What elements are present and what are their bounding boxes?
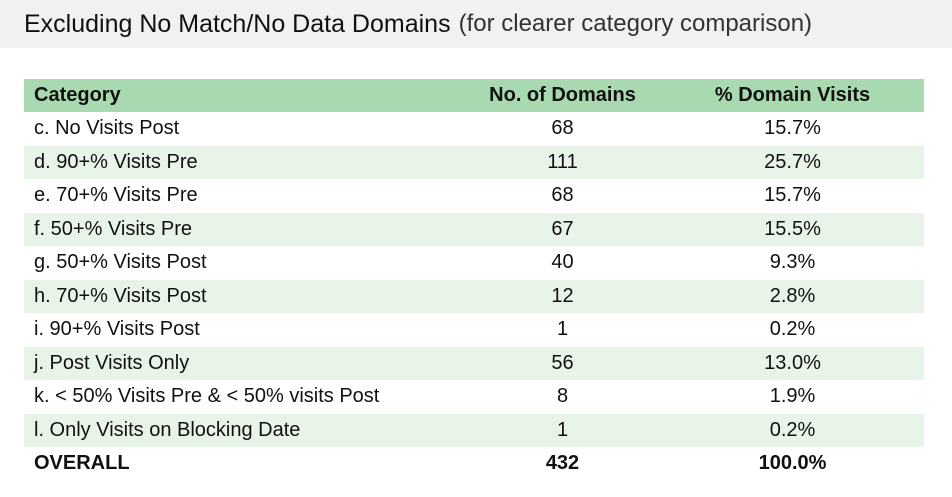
cell-category: l. Only Visits on Blocking Date — [34, 418, 301, 441]
cell-visits-percent: 0.2% — [769, 318, 816, 341]
table-row: e. 70+% Visits Pre 68 15.7% — [24, 179, 924, 213]
table-header-row: Category No. of Domains % Domain Visits — [24, 79, 924, 112]
header-category: Category — [34, 84, 121, 106]
cell-visits-percent: 0.2% — [769, 418, 816, 441]
cell-category: g. 50+% Visits Post — [34, 251, 207, 274]
cell-domain-count: 68 — [551, 117, 574, 140]
category-table: Category No. of Domains % Domain Visits … — [24, 79, 924, 481]
cell-visits-percent: 25.7% — [764, 150, 821, 173]
cell-category: e. 70+% Visits Pre — [34, 184, 198, 207]
page-title: Excluding No Match/No Data Domains — [24, 9, 451, 38]
cell-domain-count: 1 — [556, 318, 569, 341]
title-bar: Excluding No Match/No Data Domains (for … — [0, 0, 952, 48]
total-visits-percent: 100.0% — [758, 452, 827, 475]
cell-category: i. 90+% Visits Post — [34, 318, 200, 341]
cell-visits-percent: 9.3% — [769, 251, 816, 274]
table-row: l. Only Visits on Blocking Date 1 0.2% — [24, 413, 924, 447]
cell-category: d. 90+% Visits Pre — [34, 150, 198, 173]
cell-visits-percent: 15.5% — [764, 217, 821, 240]
cell-visits-percent: 13.0% — [764, 351, 821, 374]
cell-domain-count: 1 — [556, 418, 569, 441]
cell-category: f. 50+% Visits Pre — [34, 217, 193, 240]
table-row: i. 90+% Visits Post 1 0.2% — [24, 313, 924, 347]
table-row: c. No Visits Post 68 15.7% — [24, 112, 924, 146]
table-row: k. < 50% Visits Pre & < 50% visits Post … — [24, 380, 924, 414]
cell-domain-count: 111 — [547, 150, 578, 173]
cell-domain-count: 67 — [551, 217, 574, 240]
cell-domain-count: 12 — [551, 284, 574, 307]
cell-category: c. No Visits Post — [34, 117, 180, 140]
cell-category: k. < 50% Visits Pre & < 50% visits Post — [34, 385, 380, 408]
table-row: g. 50+% Visits Post 40 9.3% — [24, 246, 924, 280]
cell-visits-percent: 1.9% — [769, 385, 816, 408]
cell-visits-percent: 15.7% — [764, 117, 821, 140]
cell-category: h. 70+% Visits Post — [34, 284, 207, 307]
cell-visits-percent: 2.8% — [769, 284, 816, 307]
cell-category: j. Post Visits Only — [34, 351, 190, 374]
cell-domain-count: 40 — [551, 251, 574, 274]
total-domain-count: 432 — [545, 452, 580, 475]
cell-domain-count: 68 — [551, 184, 574, 207]
table-row: j. Post Visits Only 56 13.0% — [24, 346, 924, 380]
cell-domain-count: 56 — [551, 351, 574, 374]
cell-visits-percent: 15.7% — [764, 184, 821, 207]
table-row: f. 50+% Visits Pre 67 15.5% — [24, 212, 924, 246]
page-subtitle: (for clearer category comparison) — [458, 10, 813, 37]
total-label: OVERALL — [34, 452, 130, 475]
header-domain-count: No. of Domains — [489, 84, 636, 106]
header-domain-visits-percent: % Domain Visits — [714, 84, 871, 106]
table-total-row: OVERALL 432 100.0% — [24, 447, 924, 481]
cell-domain-count: 8 — [556, 385, 569, 408]
table-row: d. 90+% Visits Pre 111 25.7% — [24, 145, 924, 179]
table-row: h. 70+% Visits Post 12 2.8% — [24, 279, 924, 313]
